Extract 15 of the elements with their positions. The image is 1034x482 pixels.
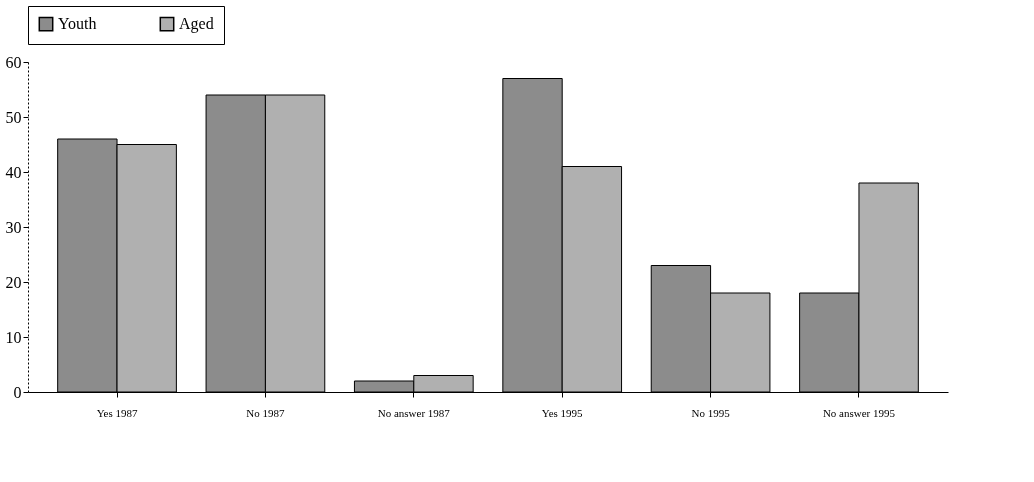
legend-label: Youth <box>58 15 97 33</box>
legend-label: Aged <box>179 15 214 34</box>
x-tick-label: No 1987 <box>246 406 286 419</box>
y-tick-label: 0 <box>13 383 22 401</box>
x-tick-label: No 1995 <box>691 406 731 419</box>
y-tick-label: 60 <box>5 53 22 71</box>
x-tick-label: No answer 1995 <box>822 406 896 419</box>
x-tick-label: Yes 1995 <box>541 406 584 419</box>
y-tick-label: 10 <box>5 328 22 346</box>
y-tick-label: 50 <box>5 108 22 126</box>
y-tick-label: 30 <box>5 218 22 236</box>
y-tick-label: 20 <box>5 273 22 291</box>
y-tick-label: 40 <box>5 163 22 181</box>
x-tick-label: No answer 1987 <box>377 406 451 419</box>
x-tick-label: Yes 1987 <box>96 406 138 419</box>
